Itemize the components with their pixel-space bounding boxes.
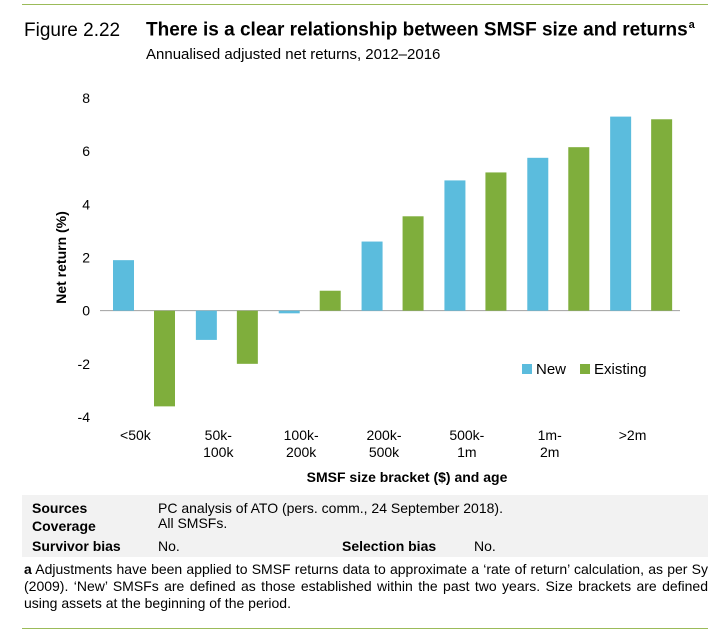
x-axis-title: SMSF size bracket ($) and age [307, 469, 508, 485]
figure-subtitle: Annualised adjusted net returns, 2012–20… [146, 46, 441, 63]
y-axis-title: Net return (%) [53, 211, 69, 304]
bar-new-1 [195, 310, 217, 340]
bar-existing-0 [154, 310, 175, 407]
bar-new-6 [610, 116, 632, 311]
x-tick-label: 500k [369, 444, 400, 460]
figure-title: There is a clear relationship between SM… [146, 19, 695, 41]
y-tick-label: 8 [82, 90, 90, 106]
y-tick-label: -2 [78, 356, 91, 372]
bar-new-5 [527, 157, 549, 311]
y-tick-label: 2 [82, 250, 90, 266]
x-tick-label: 2m [540, 444, 559, 460]
bar-existing-3 [402, 216, 424, 311]
survivor-bias-value: No. [158, 538, 180, 554]
y-tick-label: -4 [78, 409, 91, 425]
bar-existing-5 [568, 147, 590, 311]
x-tick-label: 1m- [538, 427, 562, 443]
figure-title-text: There is a clear relationship between SM… [146, 19, 688, 41]
legend-swatch-new [522, 364, 532, 374]
x-tick-label: 1m [457, 444, 476, 460]
footnote-marker: a [24, 561, 32, 577]
figure-label: Figure 2.22 [24, 20, 121, 41]
top-rule [22, 4, 708, 5]
bar-new-2 [278, 310, 300, 314]
bar-new-0 [113, 260, 134, 311]
x-tick-label: 200k [286, 444, 317, 460]
bar-chart: -4 -2 0 2 4 6 8 <50k 50k-100k 100k-200k 200k-500k 5… [53, 90, 680, 485]
coverage-value: All SMSFs. [158, 515, 228, 531]
selection-bias-value: No. [474, 538, 496, 554]
bar-existing-4 [485, 172, 507, 311]
legend-swatch-existing [580, 364, 591, 374]
bar-new-4 [444, 180, 466, 311]
legend-label-new: New [536, 361, 566, 378]
bar-existing-6 [651, 119, 673, 311]
coverage-label: Coverage [32, 518, 96, 534]
y-tick-label: 6 [82, 143, 90, 159]
sources-value: PC analysis of ATO (pers. comm., 24 Sept… [158, 500, 503, 516]
x-tick-label: 100k [203, 444, 234, 460]
bar-new-3 [361, 241, 383, 311]
survivor-bias-label: Survivor bias [32, 538, 121, 554]
figure-title-footnote-marker: a [688, 19, 695, 31]
x-tick-label: >2m [619, 427, 647, 443]
bottom-rule [22, 628, 708, 629]
legend-label-existing: Existing [594, 361, 647, 378]
y-tick-label: 4 [82, 196, 90, 212]
x-tick-label: 200k- [366, 427, 401, 443]
x-tick-label: 100k- [284, 427, 319, 443]
bar-existing-1 [236, 310, 258, 364]
x-tick-label: 50k- [205, 427, 233, 443]
metadata-box: Sources PC analysis of ATO (pers. comm.,… [22, 495, 708, 557]
footnote: a Adjustments have been applied to SMSF … [24, 561, 708, 612]
selection-bias-label: Selection bias [342, 538, 437, 554]
y-tick-label: 0 [82, 303, 90, 319]
x-tick-label: 500k- [449, 427, 484, 443]
sources-label: Sources [32, 500, 88, 516]
bar-existing-2 [319, 290, 341, 311]
x-tick-label: <50k [120, 427, 152, 443]
footnote-text: Adjustments have been applied to SMSF re… [24, 561, 708, 611]
